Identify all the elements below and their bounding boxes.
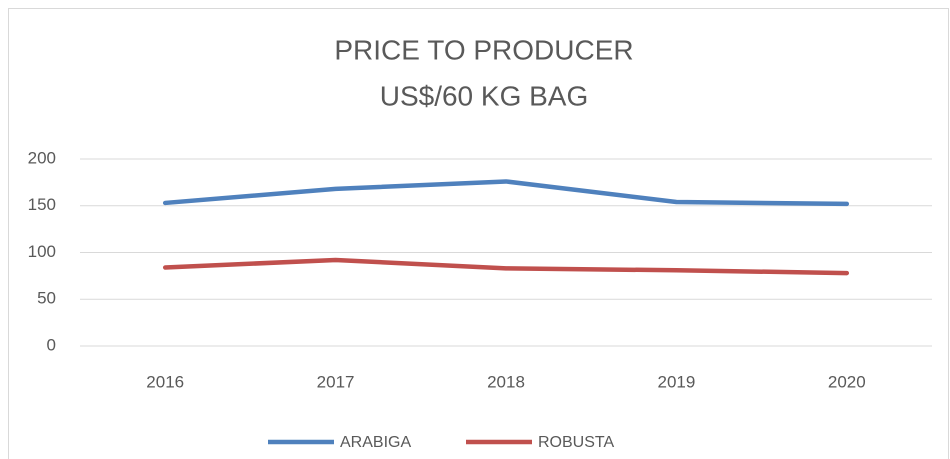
series-line	[162, 179, 850, 207]
chart-title: PRICE TO PRODUCER	[334, 34, 633, 65]
x-tick-label: 2018	[487, 372, 525, 391]
x-tick-label: 2019	[657, 372, 695, 391]
x-tick-label: 2017	[317, 372, 355, 391]
legend-label: ARABIGA	[340, 434, 411, 451]
series-line	[162, 257, 850, 276]
y-tick-label: 150	[28, 195, 56, 214]
chart-subtitle: US$/60 KG BAG	[380, 80, 589, 111]
y-tick-label: 50	[37, 289, 56, 308]
x-tick-label: 2020	[828, 372, 866, 391]
y-tick-label: 100	[28, 242, 56, 261]
x-tick-label: 2016	[146, 372, 184, 391]
legend-label: ROBUSTA	[538, 434, 614, 451]
y-tick-label: 200	[28, 148, 56, 167]
y-tick-label: 0	[47, 335, 56, 354]
chart-border	[8, 8, 949, 459]
